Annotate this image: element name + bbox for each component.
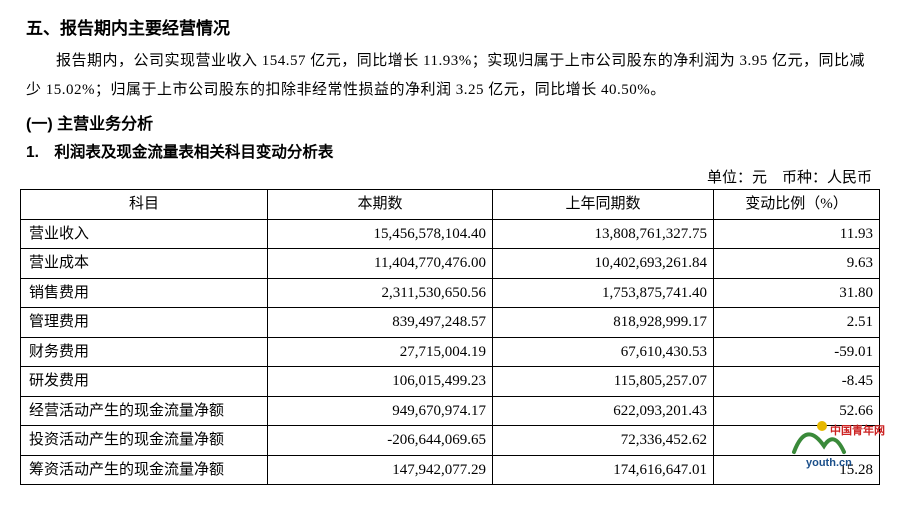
table-row: 销售费用2,311,530,650.561,753,875,741.4031.8… (21, 278, 880, 308)
table-row: 营业收入15,456,578,104.4013,808,761,327.7511… (21, 219, 880, 249)
row-value: 115,805,257.07 (493, 367, 714, 397)
row-value: 147,942,077.29 (268, 455, 493, 485)
table-row: 研发费用106,015,499.23115,805,257.07-8.45 (21, 367, 880, 397)
row-value: -59.01 (714, 337, 880, 367)
col-header: 变动比例（%） (714, 190, 880, 220)
col-header: 上年同期数 (493, 190, 714, 220)
table-row: 财务费用27,715,004.1967,610,430.53-59.01 (21, 337, 880, 367)
row-value: 818,928,999.17 (493, 308, 714, 338)
row-value: 10,402,693,261.84 (493, 249, 714, 279)
row-label: 营业成本 (21, 249, 268, 279)
row-label: 财务费用 (21, 337, 268, 367)
table-row: 投资活动产生的现金流量净额-206,644,069.6572,336,452.6… (21, 426, 880, 456)
row-value: 52.66 (714, 396, 880, 426)
row-value: 31.80 (714, 278, 880, 308)
subsection-title-2: 1. 利润表及现金流量表相关科目变动分析表 (26, 140, 880, 162)
row-value: 174,616,647.01 (493, 455, 714, 485)
row-label: 研发费用 (21, 367, 268, 397)
row-value: 622,093,201.43 (493, 396, 714, 426)
row-label: 经营活动产生的现金流量净额 (21, 396, 268, 426)
section-title: 五、报告期内主要经营情况 (26, 14, 880, 39)
row-value: 9.63 (714, 249, 880, 279)
row-label: 筹资活动产生的现金流量净额 (21, 455, 268, 485)
financial-table: 科目 本期数 上年同期数 变动比例（%） 营业收入15,456,578,104.… (20, 189, 880, 485)
row-value: 949,670,974.17 (268, 396, 493, 426)
row-label: 营业收入 (21, 219, 268, 249)
table-unit-line: 单位：元 币种：人民币 (20, 166, 872, 187)
table-row: 筹资活动产生的现金流量净额147,942,077.29174,616,647.0… (21, 455, 880, 485)
table-header-row: 科目 本期数 上年同期数 变动比例（%） (21, 190, 880, 220)
subsection-title-1: (一) 主营业务分析 (26, 110, 880, 134)
row-label: 销售费用 (21, 278, 268, 308)
row-label: 管理费用 (21, 308, 268, 338)
row-value: 11,404,770,476.00 (268, 249, 493, 279)
row-value: 67,610,430.53 (493, 337, 714, 367)
row-label: 投资活动产生的现金流量净额 (21, 426, 268, 456)
table-row: 营业成本11,404,770,476.0010,402,693,261.849.… (21, 249, 880, 279)
row-value: 15,456,578,104.40 (268, 219, 493, 249)
col-header: 本期数 (268, 190, 493, 220)
col-header: 科目 (21, 190, 268, 220)
row-value: 72,336,452.62 (493, 426, 714, 456)
row-value: 106,015,499.23 (268, 367, 493, 397)
row-value: 1,753,875,741.40 (493, 278, 714, 308)
row-value: -8.45 (714, 367, 880, 397)
row-value: 27,715,004.19 (268, 337, 493, 367)
row-value: 2.51 (714, 308, 880, 338)
row-value: 839,497,248.57 (268, 308, 493, 338)
summary-paragraph: 报告期内，公司实现营业收入 154.57 亿元，同比增长 11.93%；实现归属… (26, 47, 880, 104)
row-value: 11.93 (714, 219, 880, 249)
row-value: 15.28 (714, 455, 880, 485)
table-row: 管理费用839,497,248.57818,928,999.172.51 (21, 308, 880, 338)
row-value (714, 426, 880, 456)
row-value: 13,808,761,327.75 (493, 219, 714, 249)
table-row: 经营活动产生的现金流量净额949,670,974.17622,093,201.4… (21, 396, 880, 426)
row-value: 2,311,530,650.56 (268, 278, 493, 308)
row-value: -206,644,069.65 (268, 426, 493, 456)
